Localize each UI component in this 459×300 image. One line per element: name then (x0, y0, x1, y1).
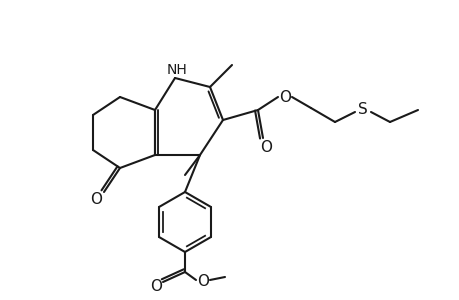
Text: S: S (358, 103, 367, 118)
Text: O: O (196, 274, 208, 290)
Text: O: O (259, 140, 271, 154)
Text: O: O (90, 193, 102, 208)
Text: NH: NH (166, 63, 187, 77)
Text: O: O (279, 89, 291, 104)
Text: O: O (150, 280, 162, 295)
